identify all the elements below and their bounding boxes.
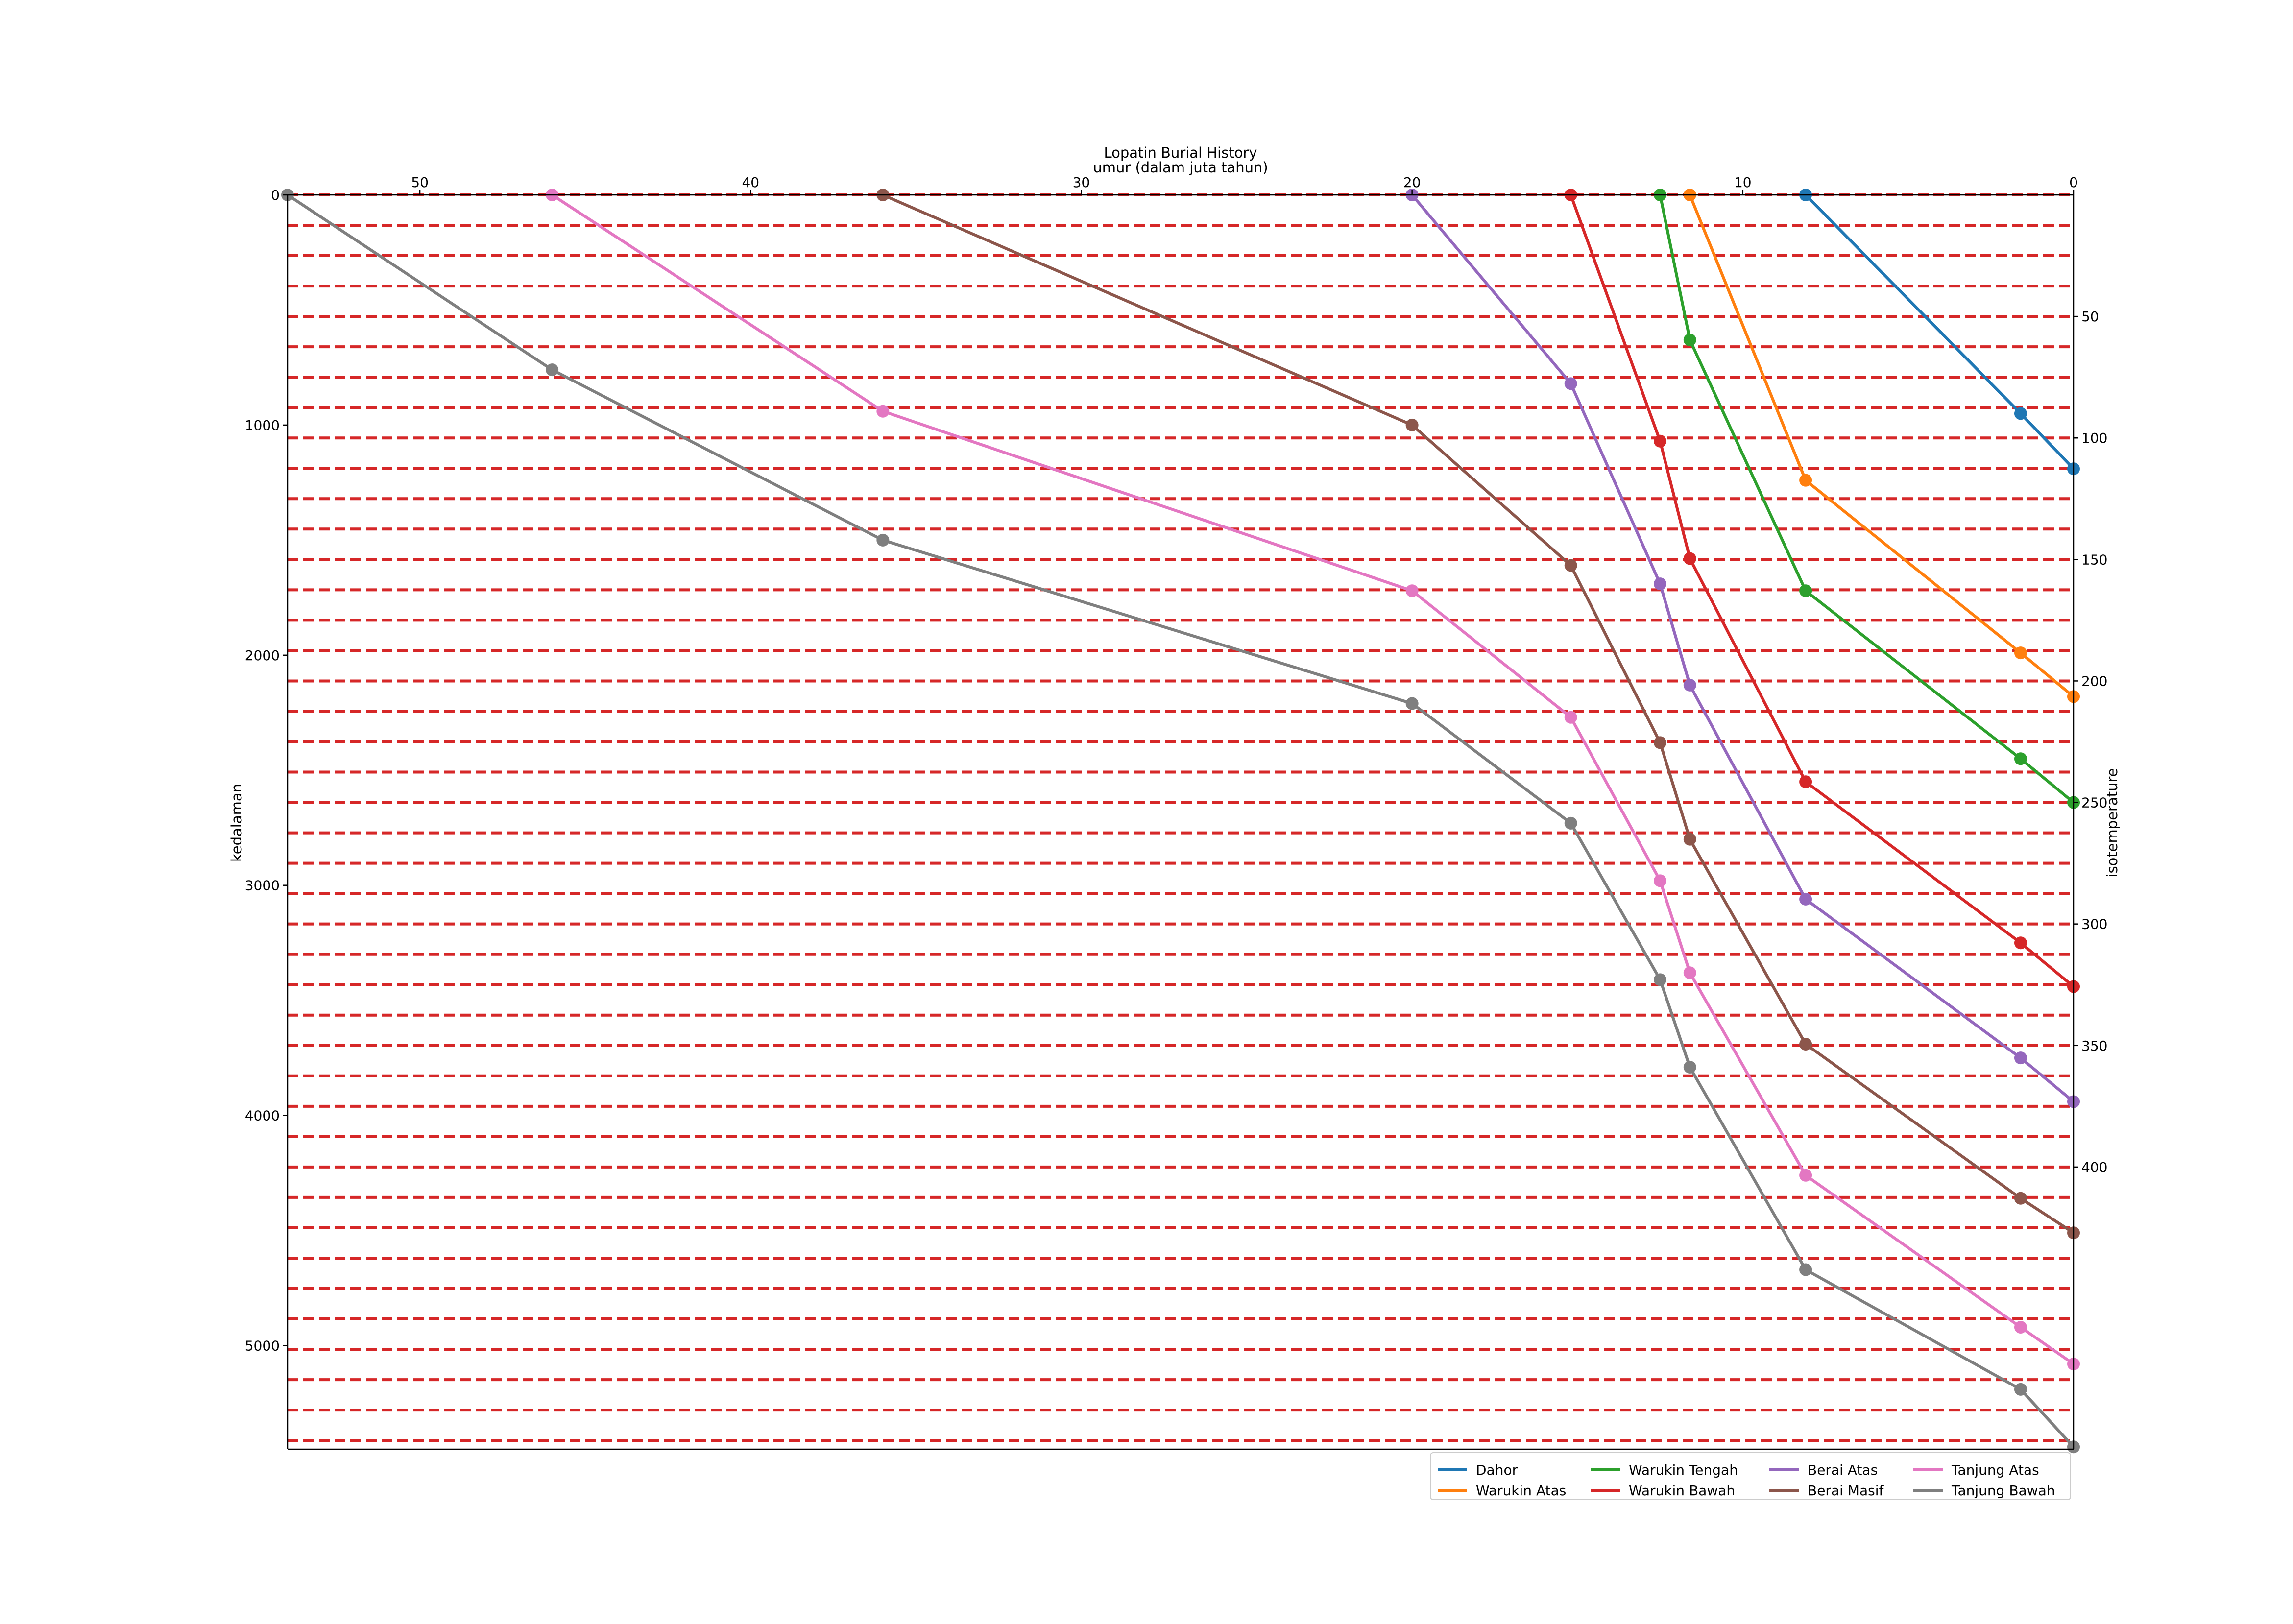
y-tick-label: 1000	[245, 417, 280, 433]
legend-label: Warukin Tengah	[1629, 1462, 1738, 1478]
data-point	[2014, 1383, 2027, 1396]
y-tick-label: 3000	[245, 878, 280, 894]
legend-label: Tanjung Atas	[1951, 1462, 2039, 1478]
series-warukin-bawah	[1564, 189, 2080, 993]
data-point	[1654, 973, 1667, 986]
data-point	[546, 363, 559, 377]
y-tick-label: 4000	[245, 1108, 280, 1124]
legend-box	[1430, 1452, 2071, 1500]
data-point	[1564, 559, 1577, 572]
data-point	[1799, 1263, 1812, 1276]
legend-label: Berai Masif	[1808, 1482, 1884, 1499]
y2-tick-label: 300	[2081, 916, 2107, 932]
series-berai-masif	[876, 189, 2080, 1240]
data-point	[1683, 552, 1696, 565]
y-tick-label: 2000	[245, 647, 280, 664]
data-point	[2014, 407, 2027, 420]
series-line	[286, 193, 2075, 1449]
series-line	[881, 193, 2075, 1235]
data-point	[876, 533, 890, 547]
x-tick-label: 40	[742, 174, 759, 191]
x-tick-label: 20	[1403, 174, 1421, 191]
series-berai-atas	[1405, 189, 2080, 1108]
data-point	[1683, 966, 1696, 979]
y2-tick-label: 400	[2081, 1159, 2107, 1175]
series-tanjung-bawah	[281, 189, 2080, 1454]
y2-tick-label: 100	[2081, 430, 2107, 446]
y2-tick-label: 250	[2081, 795, 2107, 811]
data-point	[1683, 678, 1696, 692]
series-warukin-atas	[1683, 189, 2080, 703]
data-point	[2014, 1192, 2027, 1205]
y-tick-label: 5000	[245, 1338, 280, 1354]
series-warukin-tengah	[1654, 189, 2080, 809]
data-point	[1683, 833, 1696, 846]
x-tick-label: 10	[1734, 174, 1752, 191]
chart-title: Lopatin Burial History	[1104, 144, 1257, 161]
data-point	[1405, 418, 1419, 431]
data-point	[2014, 936, 2027, 950]
legend-label: Tanjung Bawah	[1951, 1482, 2055, 1499]
y2-tick-label: 150	[2081, 551, 2107, 568]
data-point	[1799, 775, 1812, 788]
series-tanjung-atas	[546, 189, 2080, 1371]
y2-axis-label: isotemperature	[2104, 768, 2121, 877]
series-line	[1569, 193, 2075, 988]
legend-label: Warukin Bawah	[1629, 1482, 1735, 1499]
data-point	[1405, 584, 1419, 597]
series-line	[1410, 193, 2075, 1103]
data-point	[1799, 1169, 1812, 1182]
series-line	[1688, 193, 2075, 698]
data-point	[2014, 1051, 2027, 1065]
data-point	[1799, 1037, 1812, 1051]
data-point	[1683, 1060, 1696, 1074]
data-point	[1654, 577, 1667, 591]
isotherm-lines	[288, 193, 2074, 1442]
series-line	[1804, 193, 2075, 471]
y2-tick-label: 200	[2081, 673, 2107, 689]
y-tick-label: 0	[271, 187, 280, 203]
legend: Dahor Warukin Atas Warukin Tengah Warukin B…	[1430, 1452, 2071, 1500]
legend-label: Warukin Atas	[1476, 1482, 1566, 1499]
data-point	[1683, 334, 1696, 347]
legend-label: Dahor	[1476, 1462, 1518, 1478]
data-point	[1799, 584, 1812, 597]
data-point	[1654, 434, 1667, 448]
series-line	[551, 193, 2075, 1366]
data-point	[2014, 646, 2027, 660]
y-axis-label: kedalaman	[228, 784, 245, 862]
data-point	[2014, 752, 2027, 765]
data-point	[876, 405, 890, 418]
data-point	[1654, 874, 1667, 887]
data-point	[1564, 711, 1577, 724]
data-point	[1405, 697, 1419, 710]
x-tick-label: 50	[411, 174, 429, 191]
data-point	[1564, 377, 1577, 390]
data-point	[1654, 736, 1667, 749]
x-axis-label: umur (dalam juta tahun)	[1093, 159, 1268, 176]
data-point	[1564, 816, 1577, 830]
series-dahor	[1799, 189, 2080, 476]
data-point	[1799, 892, 1812, 906]
x-tick-label: 0	[2069, 174, 2078, 191]
y2-tick-label: 50	[2081, 309, 2099, 325]
data-point	[1799, 474, 1812, 487]
x-tick-label: 30	[1073, 174, 1090, 191]
y2-tick-label: 350	[2081, 1038, 2107, 1054]
data-point	[2014, 1320, 2027, 1334]
series-lines	[281, 189, 2080, 1454]
legend-label: Berai Atas	[1808, 1462, 1878, 1478]
axes: 50 40 30 20 10 001000200030004000500050100150…	[245, 174, 2107, 1450]
